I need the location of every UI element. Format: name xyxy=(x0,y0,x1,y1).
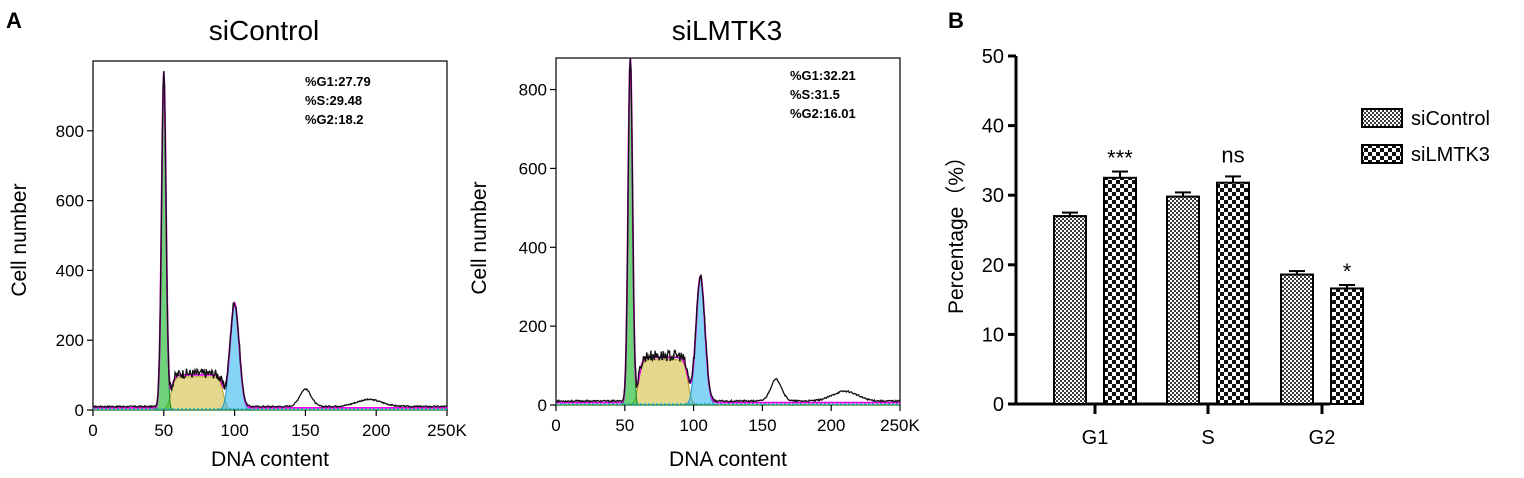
hist-2-data-line xyxy=(555,57,901,404)
hist-1-y-tick-label: 400 xyxy=(56,261,84,280)
hist-1-stat-g2: %G2:18.2 xyxy=(305,112,364,127)
hist-2-x-tick-label: 100 xyxy=(679,416,707,435)
hist-2-x-tick-label: 0 xyxy=(551,416,560,435)
hist-2-y-tick-label: 200 xyxy=(519,317,547,336)
histogram-sicontrol: siControl %G1:27.79 %S:29.48 %G2:18.2 DN… xyxy=(8,15,468,471)
hist-2-xlabel: DNA content xyxy=(669,448,787,471)
bar-siLMTK3-S xyxy=(1216,181,1250,405)
bar-y-tick-label: 20 xyxy=(982,255,1004,277)
hist-2-fit-line xyxy=(556,57,900,404)
bar-siControl-G1 xyxy=(1053,215,1087,405)
hist-2-ylabel: Cell number xyxy=(468,181,491,294)
significance-label: * xyxy=(1343,259,1352,284)
hist-1-xlabel: DNA content xyxy=(211,448,329,471)
hist-2-x-tick-label: 50 xyxy=(615,416,634,435)
hist-2-y-tick-label: 0 xyxy=(538,396,547,415)
histogram-silmtk3: siLMTK3 %G1:32.21 %S:31.5 %G2:16.01 DNA … xyxy=(468,15,921,471)
bar-siLMTK3-G2 xyxy=(1330,287,1364,405)
panel-b-label: B xyxy=(948,8,964,33)
bar-y-tick-label: 0 xyxy=(993,394,1004,416)
legend-label-sicontrol: siControl xyxy=(1411,108,1490,130)
hist-2-stat-s: %S:31.5 xyxy=(790,87,840,102)
bar-y-tick-label: 40 xyxy=(982,116,1004,138)
bar-ylabel: Percentage（%） xyxy=(945,146,968,314)
hist-1-x-tick-label: 150 xyxy=(291,421,319,440)
significance-label: *** xyxy=(1107,146,1133,171)
bar-y-tick-label: 30 xyxy=(982,185,1004,207)
hist-1-x-tick-label: 50 xyxy=(154,421,173,440)
hist-1-y-tick-label: 200 xyxy=(56,331,84,350)
hist-1-ylabel: Cell number xyxy=(8,183,31,296)
hist-2-stat-g1: %G1:32.21 xyxy=(790,68,856,83)
hist-2-stat-g2: %G2:16.01 xyxy=(790,106,856,121)
hist-2-s-phase-area xyxy=(556,359,900,406)
bar-x-tick-label: G2 xyxy=(1309,427,1336,449)
hist-2-y-tick-label: 800 xyxy=(519,81,547,100)
bar-x-tick-label: G1 xyxy=(1082,427,1109,449)
legend-swatch-sicontrol xyxy=(1361,108,1403,128)
bar-y-tick-label: 50 xyxy=(982,46,1004,68)
panel-a-label: A xyxy=(6,8,22,33)
hist-1-plot-frame xyxy=(92,60,448,411)
hist-2-y-tick-label: 400 xyxy=(519,238,547,257)
legend-label-silmtk3: siLMTK3 xyxy=(1411,144,1490,166)
legend-swatch-silmtk3 xyxy=(1361,144,1403,164)
hist-2-y-tick-label: 600 xyxy=(519,159,547,178)
hist-1-fit-line xyxy=(93,71,447,409)
hist-1-g1-phase-area xyxy=(93,74,447,411)
bar-siControl-G2 xyxy=(1280,273,1314,405)
hist-2-g2-phase-area xyxy=(556,277,900,406)
bar-siControl-S xyxy=(1166,195,1200,405)
hist-2-title: siLMTK3 xyxy=(672,15,782,46)
hist-1-x-tick-label: 0 xyxy=(88,421,97,440)
hist-1-stat-g1: %G1:27.79 xyxy=(305,74,371,89)
hist-1-data-line xyxy=(92,70,448,409)
hist-1-x-tick-label: 200 xyxy=(362,421,390,440)
hist-1-title: siControl xyxy=(209,15,319,46)
bar-y-tick-label: 10 xyxy=(982,324,1004,346)
hist-1-y-tick-label: 800 xyxy=(56,122,84,141)
hist-2-x-tick-label: 250K xyxy=(880,416,920,435)
hist-1-y-tick-label: 0 xyxy=(75,401,84,420)
hist-1-x-tick-label: 250K xyxy=(427,421,467,440)
hist-2-x-tick-label: 150 xyxy=(748,416,776,435)
hist-1-x-tick-label: 100 xyxy=(220,421,248,440)
significance-label: ns xyxy=(1221,142,1244,167)
bar-siLMTK3-G1 xyxy=(1103,176,1137,405)
hist-2-x-tick-label: 200 xyxy=(817,416,845,435)
hist-1-y-tick-label: 600 xyxy=(56,192,84,211)
bar-chart: Percentage（%） siControl siLMTK3 0 10 20 30 4… xyxy=(945,46,1490,449)
hist-1-stat-s: %S:29.48 xyxy=(305,93,362,108)
hist-1-g2-phase-area xyxy=(93,304,447,411)
hist-2-g1-phase-area xyxy=(556,57,900,406)
bar-x-tick-label: S xyxy=(1201,427,1214,449)
